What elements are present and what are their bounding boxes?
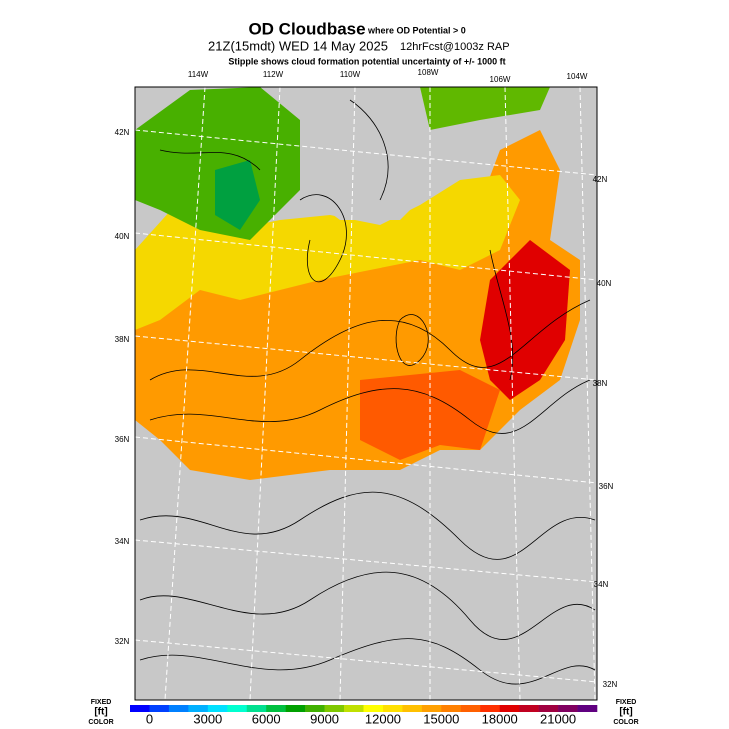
clear-area bbox=[300, 100, 440, 220]
colorbar-segment bbox=[421, 705, 442, 712]
title-note: where OD Potential > 0 bbox=[367, 25, 466, 35]
colorbar-label: 15000 bbox=[423, 711, 459, 726]
forecast: 12hrFcst@1003z RAP bbox=[400, 41, 510, 53]
colorbar-note: [ft] bbox=[94, 707, 107, 718]
colorbar-label: 9000 bbox=[310, 711, 339, 726]
dark-green-area bbox=[215, 160, 260, 230]
colorbar-segment bbox=[460, 705, 481, 712]
colorbar-segment bbox=[538, 705, 559, 712]
lon-label: 108W bbox=[418, 68, 439, 77]
green-area-north bbox=[420, 87, 550, 130]
lat-label: 32N bbox=[603, 680, 618, 689]
subtitle: Stipple shows cloud formation potential … bbox=[228, 56, 505, 66]
lon-label: 104W bbox=[567, 72, 588, 81]
red-area bbox=[480, 240, 570, 400]
map-frame bbox=[134, 86, 598, 701]
colorbar-note: [ft] bbox=[619, 707, 632, 718]
colorbar-segment bbox=[558, 705, 578, 712]
colorbar-label: 18000 bbox=[482, 711, 518, 726]
graticule bbox=[135, 87, 597, 700]
lat-label: 32N bbox=[115, 637, 130, 646]
colorbar-segment bbox=[324, 705, 345, 712]
lat-label: 38N bbox=[115, 335, 130, 344]
colorbar-segment bbox=[227, 705, 248, 712]
colorbar-segment bbox=[363, 705, 384, 712]
colorbar-label: 0 bbox=[146, 711, 153, 726]
valid-time: 21Z(15mdt) WED 14 May 2025 bbox=[208, 38, 388, 53]
colorbar-segment bbox=[519, 705, 539, 712]
lat-label: 34N bbox=[115, 537, 130, 546]
colorbar-note: COLOR bbox=[88, 719, 113, 726]
colorbar-segment bbox=[305, 705, 325, 712]
colorbar-segment bbox=[499, 705, 520, 712]
map-field bbox=[135, 87, 597, 700]
lat-label: 36N bbox=[599, 482, 614, 491]
green-area bbox=[135, 87, 330, 240]
colorbar-label: 21000 bbox=[540, 711, 576, 726]
colorbar-label: 6000 bbox=[252, 711, 281, 726]
colorbar-segment bbox=[402, 705, 423, 712]
colorbar-segment bbox=[285, 705, 306, 712]
colorbar-segment bbox=[188, 705, 209, 712]
colorbar-segment bbox=[246, 705, 267, 712]
colorbar-note: FIXED bbox=[616, 699, 637, 706]
colorbar-label: 3000 bbox=[193, 711, 222, 726]
colorbar-segment bbox=[266, 705, 286, 712]
lon-label: 112W bbox=[263, 70, 284, 79]
lat-label: 42N bbox=[593, 175, 608, 184]
colorbar-segment bbox=[344, 705, 364, 712]
contours bbox=[139, 99, 596, 685]
lat-label: 34N bbox=[594, 580, 609, 589]
colorbar-segment bbox=[149, 705, 170, 712]
lat-label: 38N bbox=[593, 379, 608, 388]
colorbar-note: FIXED bbox=[91, 699, 112, 706]
lat-label: 36N bbox=[115, 435, 130, 444]
colorbar-segment bbox=[130, 705, 150, 712]
colorbar-segment bbox=[577, 705, 598, 712]
lat-label: 40N bbox=[597, 279, 612, 288]
colorbar-segment bbox=[207, 705, 228, 712]
lat-label: 40N bbox=[115, 232, 130, 241]
colorbar-note: COLOR bbox=[613, 719, 638, 726]
colorbar-label: 12000 bbox=[365, 711, 401, 726]
lon-label: 106W bbox=[490, 75, 511, 84]
colorbar-segment bbox=[382, 705, 403, 712]
title: OD Cloudbase bbox=[248, 19, 365, 38]
colorbar-segment bbox=[168, 705, 189, 712]
lon-label: 110W bbox=[340, 70, 361, 79]
lat-label: 42N bbox=[115, 128, 130, 137]
colorbar-segment bbox=[441, 705, 462, 712]
colorbar-segment bbox=[480, 705, 501, 712]
lon-label: 114W bbox=[188, 70, 209, 79]
